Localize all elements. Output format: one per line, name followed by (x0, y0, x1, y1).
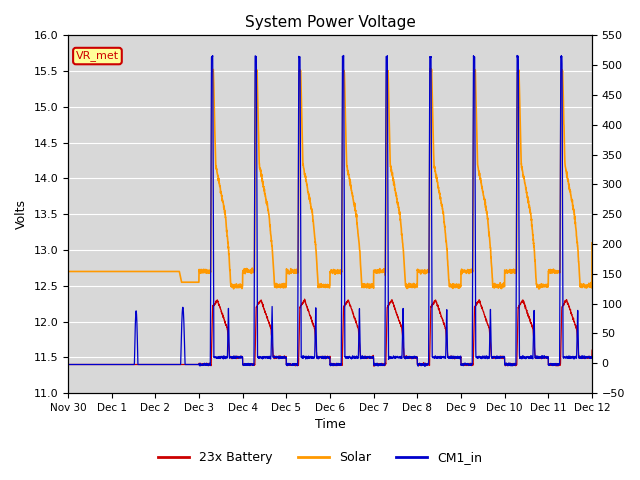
Y-axis label: Volts: Volts (15, 199, 28, 229)
Title: System Power Voltage: System Power Voltage (244, 15, 415, 30)
X-axis label: Time: Time (315, 419, 346, 432)
Text: VR_met: VR_met (76, 50, 119, 61)
Legend: 23x Battery, Solar, CM1_in: 23x Battery, Solar, CM1_in (153, 446, 487, 469)
